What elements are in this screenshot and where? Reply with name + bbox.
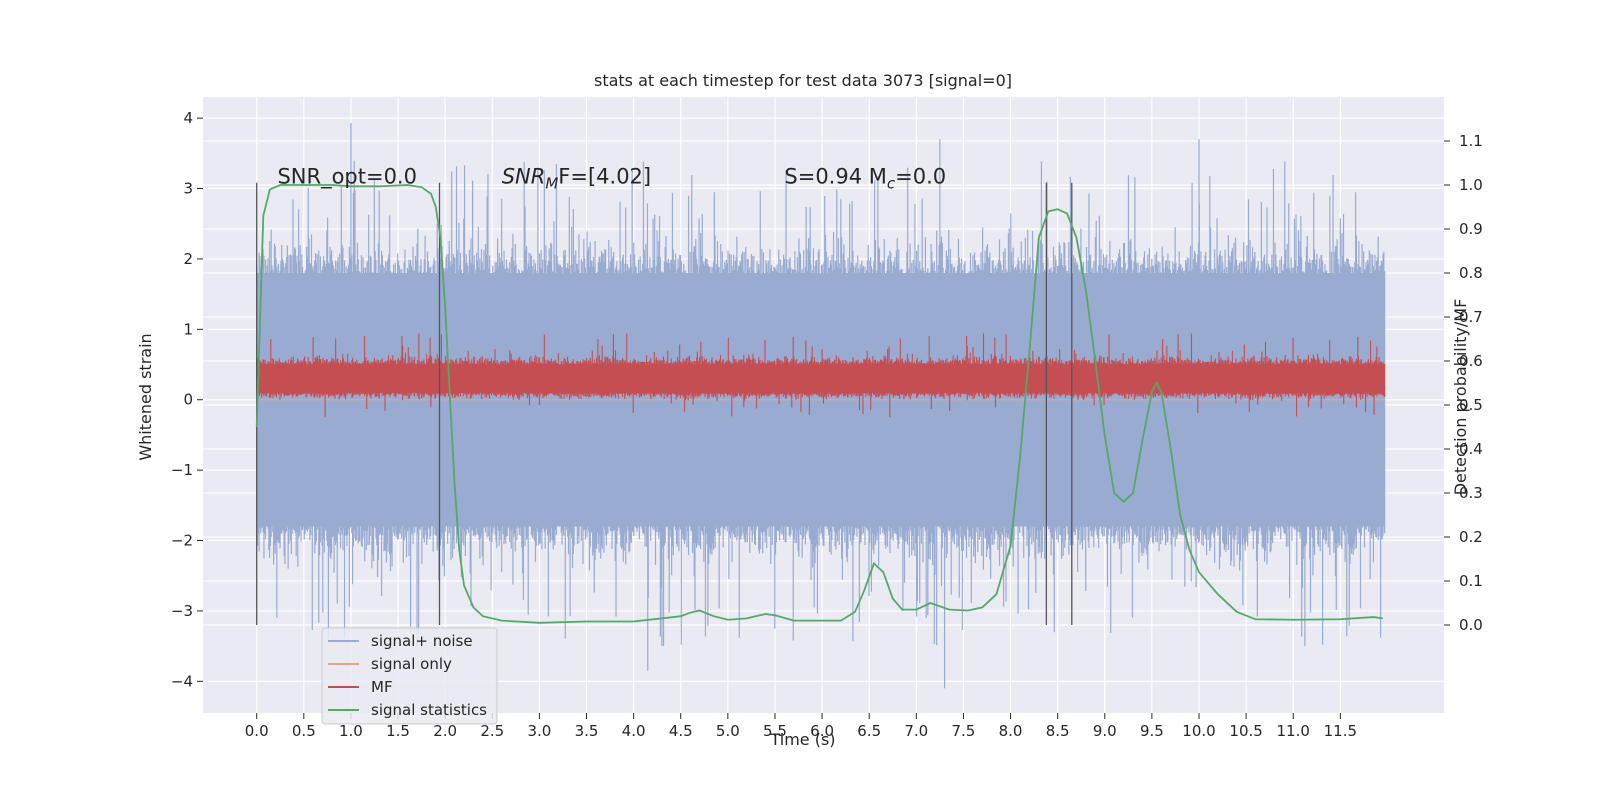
y-tick-label: −3: [171, 602, 193, 620]
y-axis-right-ticks: 0.0 0.1 0.2 0.3 0.4 0.5 0.6 0.7 0.8 0.9 1.0 1.1: [1444, 132, 1483, 634]
x-tick-label: 2.0: [433, 722, 457, 740]
y-right-tick-label: 0.8: [1459, 264, 1483, 282]
y-right-tick-label: 0.6: [1459, 352, 1483, 370]
y-tick-label: −4: [171, 672, 193, 690]
x-tick-label: 5.5: [763, 722, 787, 740]
x-tick-label: 0.5: [292, 722, 316, 740]
y-right-tick-label: 0.5: [1459, 396, 1483, 414]
y-axis-label: Whitened strain: [136, 333, 155, 460]
x-tick-label: 7.5: [952, 722, 976, 740]
annotation-s-mc-suffix: =0.0: [895, 164, 946, 188]
y-right-tick-label: 0.9: [1459, 220, 1483, 238]
y-right-tick-label: 1.0: [1459, 176, 1483, 194]
y-right-tick-label: 0.1: [1459, 572, 1483, 590]
y-tick-label: −1: [171, 461, 193, 479]
signal-statistics-line: [255, 184, 1383, 624]
x-tick-label: 8.5: [1046, 722, 1070, 740]
annotation-s-mc: S=0.94 Mc=0.0: [784, 164, 946, 192]
x-tick-label: 9.5: [1140, 722, 1164, 740]
y-axis-right-label: Detection probability/MF: [1451, 299, 1470, 496]
y-right-tick-label: 0.2: [1459, 528, 1483, 546]
legend-label-signal-statistics: signal statistics: [371, 701, 487, 719]
annotation-s-mc-sub: c: [887, 174, 896, 192]
x-tick-label: 4.5: [669, 722, 693, 740]
legend-label-signal-noise: signal+ noise: [371, 632, 473, 650]
x-axis-ticks: 0.0 0.5 1.0 1.5 2.0 2.5 3.0 3.5 4.0 4.5 5.0 5.5 6.0 6…: [245, 713, 1357, 740]
vertical-markers: [256, 182, 1073, 625]
y-tick-label: 2: [183, 250, 193, 268]
annotation-snr-mf-main: SNR: [502, 164, 546, 188]
y-right-tick-label: 1.1: [1459, 132, 1483, 150]
x-tick-label: 2.5: [480, 722, 504, 740]
y-tick-label: 1: [183, 320, 193, 338]
mf-series: [256, 333, 1386, 418]
y-tick-label: −2: [171, 532, 193, 550]
x-tick-label: 11.0: [1277, 722, 1310, 740]
x-tick-label: 8.0: [999, 722, 1023, 740]
y-axis-ticks: −4 −3 −2 −1 0 1 2 3 4: [171, 109, 203, 690]
x-tick-label: 0.0: [245, 722, 269, 740]
legend-label-mf: MF: [371, 678, 393, 696]
x-tick-label: 6.5: [857, 722, 881, 740]
x-tick-label: 10.5: [1229, 722, 1262, 740]
x-tick-label: 1.5: [386, 722, 410, 740]
x-tick-label: 11.5: [1324, 722, 1357, 740]
annotation-snr-mf: SNRMF=[4.02]: [502, 164, 651, 192]
x-tick-label: 1.0: [339, 722, 363, 740]
y-right-tick-label: 0.3: [1459, 484, 1483, 502]
x-tick-label: 9.0: [1093, 722, 1117, 740]
annotation-snr-mf-sub: M: [545, 174, 558, 192]
y-right-tick-label: 0.0: [1459, 616, 1483, 634]
y-right-tick-label: 0.7: [1459, 308, 1483, 326]
legend: signal+ noise signal only MF signal stat…: [321, 627, 498, 725]
chart-title: stats at each timestep for test data 307…: [594, 71, 1012, 90]
y-tick-label: 4: [183, 109, 193, 127]
x-tick-label: 4.0: [622, 722, 646, 740]
legend-label-signal-only: signal only: [371, 655, 452, 673]
x-tick-label: 7.0: [904, 722, 928, 740]
x-tick-label: 3.5: [575, 722, 599, 740]
legend-box: [321, 627, 498, 725]
x-tick-label: 3.0: [527, 722, 551, 740]
annotation-s-mc-main: S=0.94 M: [784, 164, 886, 188]
y-right-tick-label: 0.4: [1459, 440, 1483, 458]
x-tick-label: 5.0: [716, 722, 740, 740]
x-axis-label: Time (s): [769, 730, 835, 749]
x-tick-label: 6.0: [810, 722, 834, 740]
y-tick-label: 0: [183, 391, 193, 409]
annotation-snr-opt: SNR_opt=0.0: [277, 164, 417, 189]
x-tick-label: 10.0: [1182, 722, 1215, 740]
y-tick-label: 3: [183, 180, 193, 198]
annotation-snr-mf-suffix: F=[4.02]: [558, 164, 651, 188]
